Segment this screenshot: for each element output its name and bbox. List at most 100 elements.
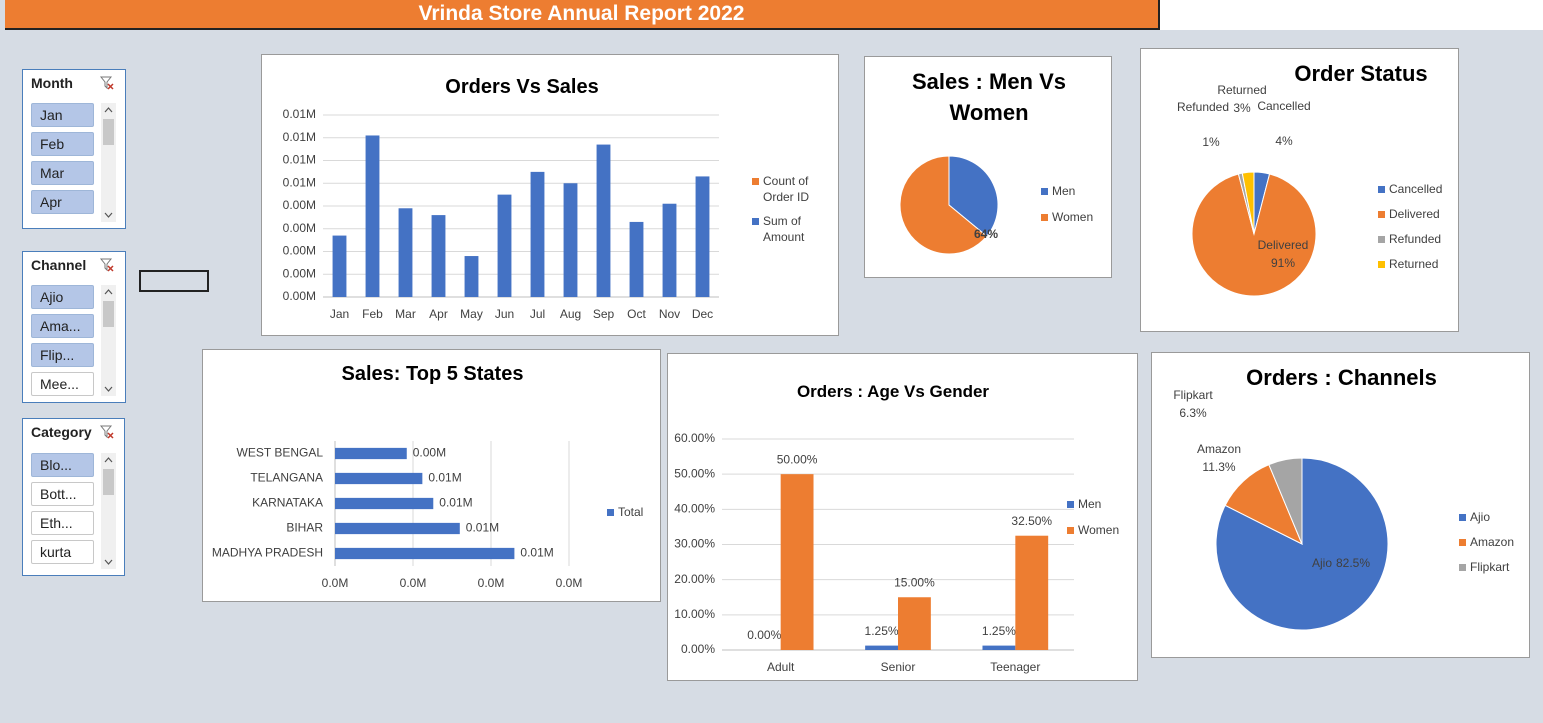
bar xyxy=(629,221,644,297)
bar xyxy=(596,144,611,297)
y-tick-label: 40.00% xyxy=(674,502,715,516)
x-tick-label: Dec xyxy=(692,307,713,321)
y-tick-label: 0.00M xyxy=(283,221,316,235)
chart: 0.00% 10.00% 20.00% 30.00% 40.00% 50.00% 60.00… xyxy=(674,431,1074,674)
sheet-area xyxy=(1160,0,1543,30)
legend-key xyxy=(752,218,759,225)
slicer-item[interactable]: Flip... xyxy=(31,343,94,367)
scroll-up xyxy=(104,107,113,113)
legend-label: Sum of Amount xyxy=(763,214,805,244)
legend-key xyxy=(1459,564,1466,571)
y-tick-label: 0.00M xyxy=(283,266,316,280)
legend-key xyxy=(1041,214,1048,221)
data-label: 0.01M xyxy=(466,521,499,535)
chart-title: Orders : Channels xyxy=(1246,365,1437,390)
y-tick-label: MADHYA PRADESH xyxy=(212,546,323,560)
x-tick-label: Jun xyxy=(495,307,514,321)
slice-value-label: 4% xyxy=(1275,134,1293,148)
scroll-down xyxy=(104,386,113,392)
slicer-item[interactable]: Feb xyxy=(31,132,94,156)
slice-category-label: Delivered xyxy=(1258,238,1309,252)
slice-value-label: 82.5% xyxy=(1336,556,1370,570)
x-tick-label: Oct xyxy=(627,307,646,321)
slicer-title: Channel xyxy=(31,257,87,273)
legend-key xyxy=(1378,236,1385,243)
legend-key xyxy=(1459,514,1466,521)
chart: Cancelled 4% Delivered 91% Refunded 1% Returne… xyxy=(1177,83,1317,297)
chart-title: Order Status xyxy=(1294,61,1428,86)
y-tick-label: 0.01M xyxy=(283,153,316,167)
bar xyxy=(530,171,545,297)
scrollbar[interactable] xyxy=(101,453,116,569)
slicer-item[interactable]: kurta xyxy=(31,540,94,564)
slicer: Month Jan Feb Mar Apr xyxy=(22,69,126,229)
legend-label: Flipkart xyxy=(1470,560,1510,574)
slicer-item[interactable]: Blo... xyxy=(31,453,94,477)
bar xyxy=(780,474,814,650)
x-tick-label: Teenager xyxy=(990,660,1040,674)
bar xyxy=(365,135,380,297)
scroll-down xyxy=(104,559,113,565)
cross xyxy=(107,83,114,90)
legend-label: Total xyxy=(618,505,644,519)
x-tick-label: Jan xyxy=(330,307,349,321)
y-tick-label: 30.00% xyxy=(674,537,715,551)
slice-category-label: Amazon xyxy=(1197,442,1241,456)
legend-item: Men xyxy=(1067,496,1137,512)
selected-cell[interactable] xyxy=(139,270,209,292)
bar xyxy=(662,203,677,297)
legend-item: Amazon xyxy=(1459,534,1529,550)
legend-key xyxy=(1378,211,1385,218)
x-tick-label: Aug xyxy=(560,307,581,321)
data-label: 0.01M xyxy=(439,496,472,510)
legend-label: Ajio xyxy=(1470,510,1491,524)
slice-category-label: Refunded xyxy=(1177,100,1229,114)
scrollbar[interactable] xyxy=(101,285,116,396)
legend-item: Refunded xyxy=(1378,231,1458,247)
slicer-item[interactable]: Jan xyxy=(31,103,94,127)
scroll-up xyxy=(104,289,113,295)
bar xyxy=(431,215,446,297)
x-tick-label: Feb xyxy=(362,307,383,321)
legend-label: Refunded xyxy=(1389,232,1442,246)
chart: Ajio 82.5% Amazon 11.3% Flipkart 6.3% xyxy=(1173,388,1389,631)
clear-filter-icon[interactable] xyxy=(99,75,115,91)
legend-label: Cancelled xyxy=(1389,182,1443,196)
chart-panel: Ajio 82.5% Amazon 11.3% Flipkart 6.3% Orders :… xyxy=(1151,352,1530,658)
y-tick-label: 60.00% xyxy=(674,431,715,445)
legend-key xyxy=(1459,539,1466,546)
chart-title: Orders Vs Sales xyxy=(445,76,599,98)
x-tick-label: Mar xyxy=(395,307,416,321)
clear-filter-icon[interactable] xyxy=(99,257,115,273)
data-label: 15.00% xyxy=(894,575,935,589)
slicer-item[interactable]: Bott... xyxy=(31,482,94,506)
legend: Men Women xyxy=(1041,183,1111,225)
bar xyxy=(335,472,423,485)
slicer-item[interactable]: Ajio xyxy=(31,285,94,309)
slicer-item[interactable]: Mar xyxy=(31,161,94,185)
slicer-item[interactable]: Mee... xyxy=(31,372,94,396)
y-tick-label: 20.00% xyxy=(674,572,715,586)
scrollbar[interactable] xyxy=(101,103,116,222)
bar xyxy=(1015,535,1049,650)
clear-filter-icon[interactable] xyxy=(99,424,115,440)
legend-item: Men xyxy=(1041,183,1111,199)
slicer-item[interactable]: Ama... xyxy=(31,314,94,338)
slice-value-label: 6.3% xyxy=(1179,406,1207,420)
x-tick-label: 0.0M xyxy=(556,576,583,590)
funnel xyxy=(99,258,113,272)
bar xyxy=(497,194,512,297)
slicer-title: Category xyxy=(31,424,92,440)
slice-category-label: Returned xyxy=(1217,83,1266,97)
legend-key xyxy=(752,178,759,185)
y-tick-label: 0.01M xyxy=(283,107,316,121)
pie-slice xyxy=(1191,173,1317,297)
chart: 0.00M 0.00M 0.00M 0.00M 0.00M 0.01M 0.01M 0.01M… xyxy=(283,107,719,321)
scrollbar-graphics xyxy=(103,289,114,392)
bar xyxy=(332,235,347,297)
slicer-item[interactable]: Apr xyxy=(31,190,94,214)
scroll-thumb xyxy=(103,301,114,327)
legend-label: Returned xyxy=(1389,257,1439,271)
legend: Cancelled Delivered Refunded Returned xyxy=(1378,181,1458,272)
slicer-item[interactable]: Eth... xyxy=(31,511,94,535)
